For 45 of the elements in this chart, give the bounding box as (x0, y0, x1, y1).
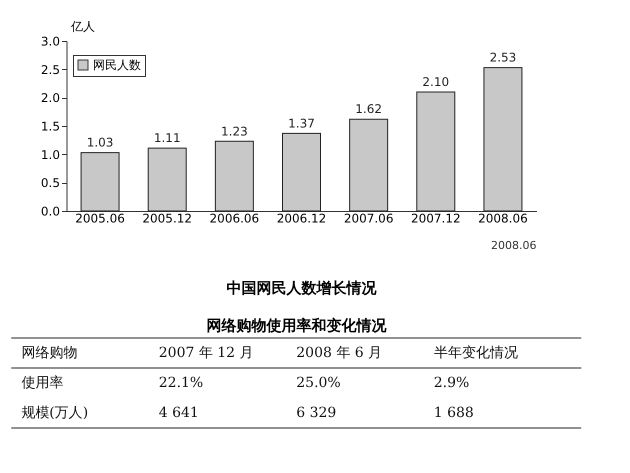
y-tick-label: 0.5 (40, 176, 60, 190)
x-tick-label: 2005.12 (142, 212, 192, 226)
text: 半年变化情况 (434, 345, 518, 361)
y-tick-label: 3.0 (40, 34, 60, 48)
x-tick-label: 2007.12 (410, 212, 461, 226)
legend-label: 网民人数 (93, 58, 141, 72)
x-tick-label: 2005.06 (75, 212, 125, 226)
text: 2008.06 (491, 239, 536, 252)
text: 2008 年 6 月 (296, 345, 382, 361)
text: 1.37 (288, 116, 315, 130)
x-tick-label: 2008.06 (478, 212, 528, 226)
bar (214, 140, 254, 212)
x-tick-label: 2006.06 (210, 212, 260, 226)
x-tick-label: 2007.06 (344, 212, 394, 226)
x-tick-label: 2006.12 (276, 212, 326, 226)
bar (483, 67, 522, 212)
y-axis-title: 亿人 (70, 20, 95, 34)
text: 2.53 (490, 50, 516, 65)
y-tick-label: 2.0 (40, 91, 60, 106)
text: 1 688 (434, 405, 474, 421)
y-tick-label: 0.0 (40, 204, 60, 218)
y-tick-label: 1.0 (40, 148, 60, 162)
text: 2.9% (434, 375, 470, 391)
text: 1.03 (86, 136, 114, 150)
text: 6 329 (296, 405, 336, 421)
text: 22.1% (158, 375, 204, 391)
text: 使用率 (21, 375, 64, 391)
text: 2007 年 12 月 (158, 345, 254, 361)
text: 1.23 (221, 124, 248, 138)
text: 2.10 (422, 75, 450, 89)
text: 4 641 (158, 405, 199, 421)
text: 1.62 (355, 102, 382, 116)
bar (148, 148, 187, 212)
text: 中国网民人数增长情况 (226, 279, 378, 297)
bar (416, 92, 456, 212)
text: 网络购物使用率和变化情况 (206, 316, 388, 334)
text: 25.0% (296, 375, 341, 391)
y-tick-label: 2.5 (40, 62, 60, 77)
text: 规模(万人) (21, 405, 88, 421)
bar (349, 118, 388, 212)
text: 1.11 (154, 131, 181, 146)
y-tick-label: 1.5 (40, 120, 60, 134)
bar (282, 132, 321, 212)
bar (80, 152, 120, 212)
text: 网络购物 (21, 345, 78, 361)
